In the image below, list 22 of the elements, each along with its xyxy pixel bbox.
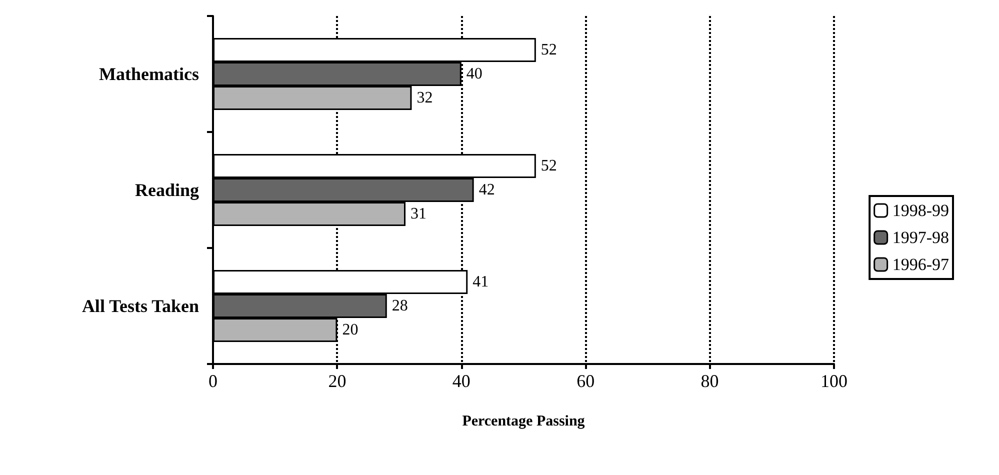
x-tick-label: 20 [328, 371, 346, 391]
data-label: 52 [540, 42, 557, 58]
data-label: 31 [410, 206, 427, 222]
x-tick-label: 100 [820, 371, 848, 391]
data-label: 41 [472, 274, 489, 290]
y-tick-label: Mathematics [99, 64, 199, 84]
x-tick-label: 40 [452, 371, 470, 391]
data-label: 20 [342, 322, 358, 338]
data-label: 40 [466, 66, 482, 82]
data-label: 52 [540, 158, 557, 174]
x-axis-title: Percentage Passing [462, 414, 586, 430]
x-tick-label: 0 [208, 371, 218, 391]
x-tick-label: 60 [576, 371, 595, 391]
legend-label: 1997-98 [892, 228, 950, 247]
data-label: 42 [478, 182, 495, 198]
legend-label: 1996-97 [892, 255, 950, 274]
x-tick-label: 80 [700, 371, 719, 391]
data-label: 28 [392, 298, 408, 314]
y-tick-label: Reading [134, 180, 199, 200]
data-label: 32 [416, 90, 433, 106]
y-tick-label: All Tests Taken [82, 296, 199, 316]
legend-label: 1998-99 [892, 201, 950, 220]
